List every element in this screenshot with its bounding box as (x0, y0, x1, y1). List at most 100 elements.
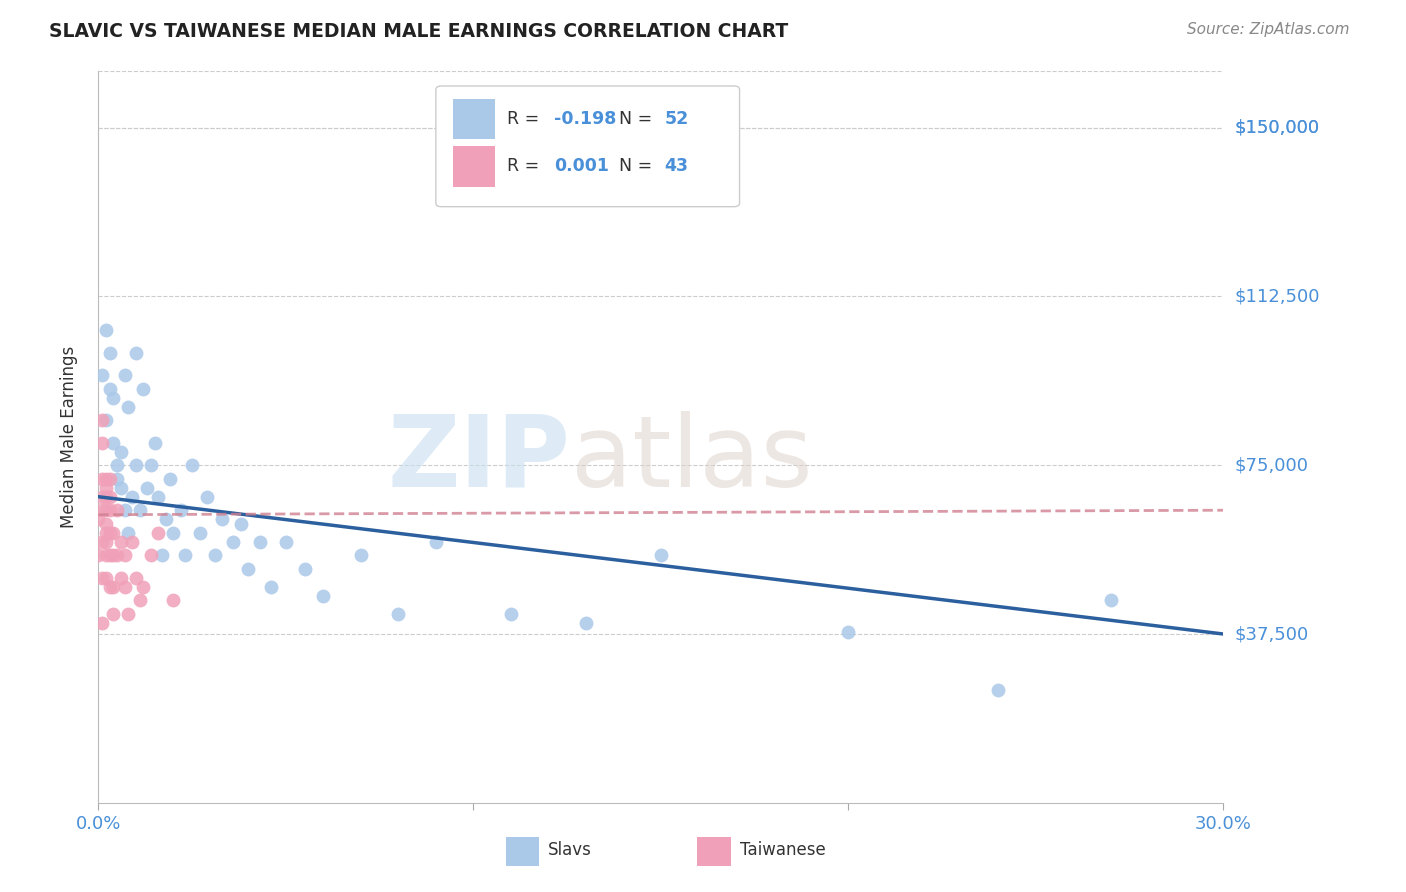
Point (125, 345, 148, 359)
Point (499, 607, 522, 621)
Point (162, 593, 184, 607)
Point (98, 503, 121, 517)
Text: 43: 43 (664, 158, 688, 176)
Point (132, 580, 155, 594)
Point (128, 503, 150, 517)
Point (148, 490, 170, 504)
Text: $150,000: $150,000 (1234, 119, 1319, 136)
Point (91, 503, 114, 517)
Point (91, 615, 114, 630)
Bar (453, 99, 495, 139)
Point (173, 548, 195, 562)
Point (103, 435, 125, 450)
Text: 52: 52 (664, 110, 689, 128)
Text: SLAVIC VS TAIWANESE MEDIAN MALE EARNINGS CORRELATION CHART: SLAVIC VS TAIWANESE MEDIAN MALE EARNINGS… (49, 22, 789, 41)
Point (105, 503, 128, 517)
Point (114, 548, 136, 562)
Bar (453, 146, 495, 186)
Point (125, 571, 148, 585)
Point (229, 516, 252, 531)
Point (159, 472, 181, 486)
Point (136, 481, 159, 495)
Point (121, 534, 143, 549)
Point (387, 607, 409, 621)
Point (312, 589, 335, 603)
Point (117, 607, 139, 621)
Text: Source: ZipAtlas.com: Source: ZipAtlas.com (1187, 22, 1350, 37)
Text: N =: N = (619, 110, 658, 128)
Point (94, 490, 117, 504)
Point (91, 435, 114, 450)
Y-axis label: Median Male Earnings: Median Male Earnings (59, 346, 77, 528)
Point (260, 580, 283, 594)
Point (837, 624, 859, 639)
Point (91, 368, 114, 383)
Text: atlas: atlas (571, 410, 813, 508)
Point (170, 503, 193, 517)
Point (162, 525, 184, 540)
Bar (697, 838, 731, 866)
Point (987, 683, 1010, 698)
Point (143, 435, 166, 450)
Point (98, 580, 121, 594)
Point (155, 512, 177, 526)
Point (650, 548, 672, 562)
Point (117, 525, 139, 540)
Point (188, 525, 211, 540)
Point (103, 548, 125, 562)
Point (103, 525, 125, 540)
Point (94, 525, 117, 540)
Text: -0.198: -0.198 (554, 110, 616, 128)
Point (94, 503, 117, 517)
Point (114, 368, 136, 383)
Point (110, 444, 132, 458)
Point (110, 534, 132, 549)
Point (105, 472, 128, 486)
Point (150, 548, 173, 562)
Point (274, 534, 297, 549)
Point (128, 593, 150, 607)
Point (125, 458, 148, 473)
Bar (506, 838, 540, 866)
Text: $150,000: $150,000 (1234, 119, 1319, 136)
Point (91, 472, 114, 486)
Text: $75,000: $75,000 (1234, 456, 1309, 475)
Point (249, 534, 271, 549)
Point (195, 490, 218, 504)
Text: ZIP: ZIP (388, 410, 571, 508)
Text: Taiwanese: Taiwanese (740, 841, 825, 859)
Point (103, 607, 125, 621)
Point (87, 548, 110, 562)
Text: $112,500: $112,500 (1234, 287, 1320, 305)
Point (181, 458, 204, 473)
Point (98, 345, 121, 359)
Text: Slavs: Slavs (548, 841, 592, 859)
Point (94, 481, 117, 495)
Point (238, 562, 260, 576)
Point (98, 548, 121, 562)
Point (148, 525, 170, 540)
Point (1099, 593, 1122, 607)
Point (114, 503, 136, 517)
Point (121, 490, 143, 504)
Point (575, 615, 598, 630)
Point (139, 458, 162, 473)
Point (91, 413, 114, 427)
Point (91, 534, 114, 549)
Point (94, 516, 117, 531)
Point (94, 548, 117, 562)
Point (139, 548, 162, 562)
Point (211, 512, 233, 526)
Point (94, 323, 117, 337)
Point (132, 382, 155, 396)
Text: N =: N = (619, 158, 658, 176)
Text: 0.001: 0.001 (554, 158, 609, 176)
Point (117, 400, 139, 414)
FancyBboxPatch shape (436, 86, 740, 207)
Point (105, 458, 128, 473)
Point (91, 571, 114, 585)
Point (91, 490, 114, 504)
Point (114, 580, 136, 594)
Point (204, 548, 226, 562)
Text: $37,500: $37,500 (1234, 625, 1309, 643)
